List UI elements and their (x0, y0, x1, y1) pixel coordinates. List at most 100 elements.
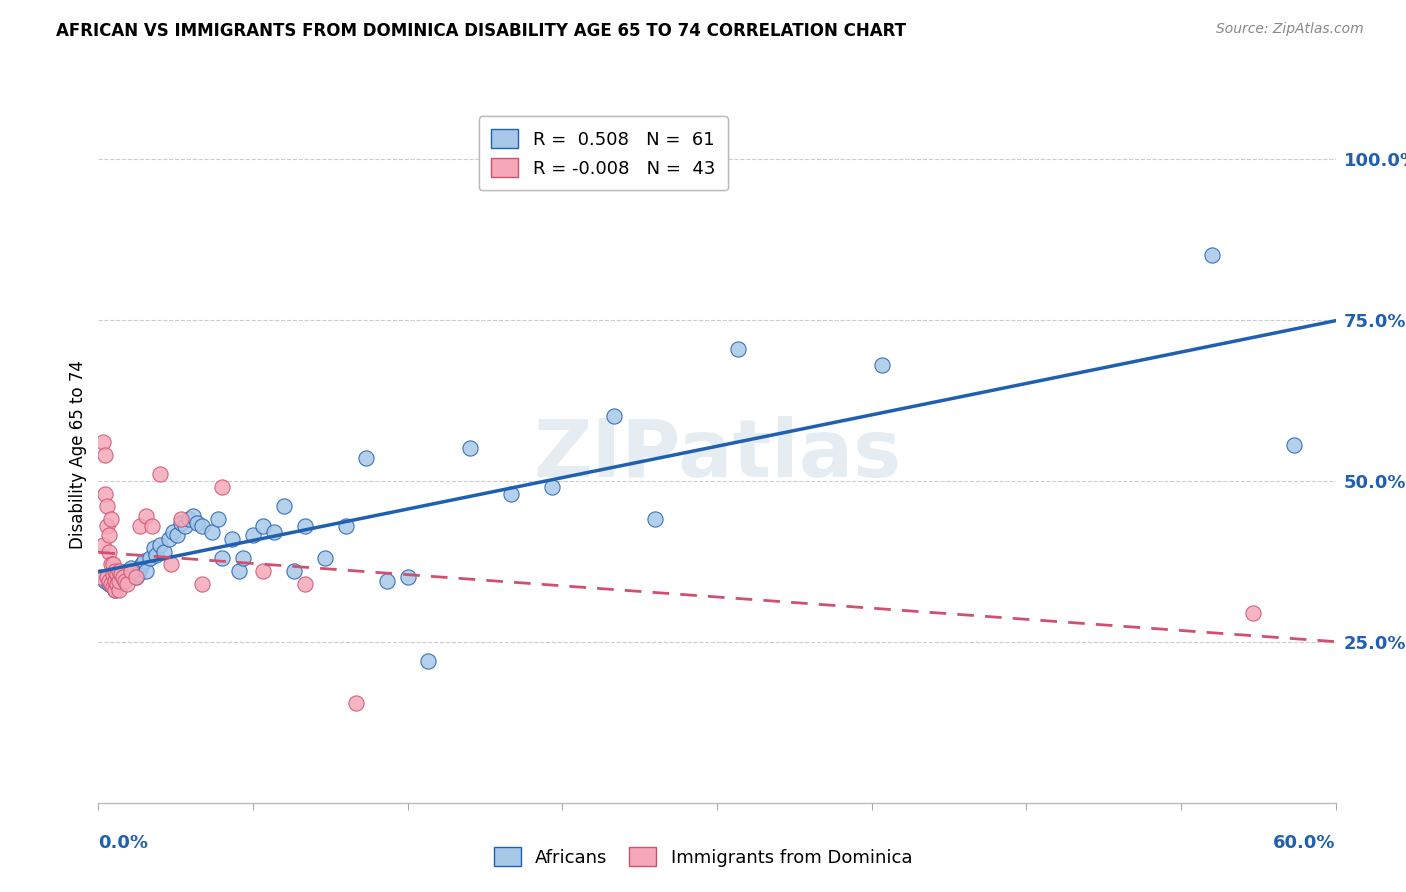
Point (166, 528, 188, 542)
Point (93, 448, 115, 462)
Point (100, 512, 122, 526)
Point (149, 467, 172, 482)
Point (418, 654, 440, 668)
Point (131, 558, 153, 572)
Point (294, 518, 316, 533)
Legend: Africans, Immigrants from Dominica: Africans, Immigrants from Dominica (486, 840, 920, 874)
Point (117, 576, 139, 591)
Point (128, 518, 150, 533)
Point (201, 525, 224, 540)
Y-axis label: Disability Age 65 to 74: Disability Age 65 to 74 (69, 360, 87, 549)
Point (252, 564, 274, 578)
Point (186, 516, 208, 530)
Text: AFRICAN VS IMMIGRANTS FROM DOMINICA DISABILITY AGE 65 TO 74 CORRELATION CHART: AFRICAN VS IMMIGRANTS FROM DOMINICA DISA… (56, 22, 907, 40)
Point (108, 574, 131, 588)
Point (112, 574, 135, 588)
Point (211, 551, 233, 566)
Point (97, 576, 120, 591)
Point (190, 518, 212, 533)
Point (105, 576, 128, 591)
Point (179, 512, 201, 526)
Point (101, 580, 124, 594)
Point (104, 574, 127, 588)
Point (174, 518, 197, 533)
Point (727, 342, 749, 356)
Point (104, 583, 127, 598)
Point (93, 486, 115, 500)
Point (96, 570, 118, 584)
Point (541, 480, 564, 494)
Point (124, 570, 146, 584)
Point (93, 574, 115, 588)
Point (603, 409, 626, 424)
Point (105, 567, 128, 582)
Point (141, 518, 163, 533)
Point (1284, 438, 1306, 452)
Point (91, 435, 114, 450)
Point (135, 509, 157, 524)
Point (221, 532, 243, 546)
Point (108, 564, 131, 578)
Text: ZIPatlas: ZIPatlas (533, 416, 901, 494)
Point (120, 564, 142, 578)
Point (135, 564, 157, 578)
Point (344, 696, 367, 710)
Point (263, 525, 285, 540)
Point (375, 574, 398, 588)
Point (97, 528, 120, 542)
Point (108, 570, 131, 584)
Point (273, 500, 295, 514)
Point (132, 554, 155, 568)
Point (114, 574, 136, 588)
Point (335, 518, 357, 533)
Point (211, 480, 233, 494)
Point (104, 564, 127, 578)
Point (104, 583, 127, 598)
Point (228, 564, 250, 578)
Point (89, 570, 111, 584)
Point (91, 538, 114, 552)
Point (153, 544, 176, 558)
Point (159, 558, 181, 572)
Point (145, 548, 167, 562)
Text: 60.0%: 60.0% (1274, 834, 1336, 852)
Point (112, 570, 135, 584)
Text: 0.0%: 0.0% (98, 834, 149, 852)
Point (870, 358, 893, 372)
Point (157, 532, 180, 546)
Point (96, 500, 118, 514)
Point (458, 442, 481, 456)
Point (105, 576, 128, 591)
Legend: R =  0.508   N =  61, R = -0.008   N =  43: R = 0.508 N = 61, R = -0.008 N = 43 (478, 116, 728, 190)
Point (314, 551, 336, 566)
Point (110, 567, 132, 582)
Point (100, 576, 122, 591)
Point (162, 525, 184, 540)
Point (143, 541, 166, 556)
Point (101, 567, 124, 582)
Point (114, 570, 136, 584)
Point (97, 544, 120, 558)
Point (149, 538, 172, 552)
Point (124, 570, 146, 584)
Point (128, 560, 150, 574)
Point (122, 564, 145, 578)
Point (110, 567, 132, 582)
Text: Source: ZipAtlas.com: Source: ZipAtlas.com (1216, 22, 1364, 37)
Point (396, 570, 419, 584)
Point (242, 528, 264, 542)
Point (96, 518, 118, 533)
Point (101, 567, 124, 582)
Point (139, 551, 162, 566)
Point (232, 551, 254, 566)
Point (97, 574, 120, 588)
Point (190, 576, 212, 591)
Point (170, 512, 193, 526)
Point (127, 567, 149, 582)
Point (1201, 248, 1223, 262)
Point (118, 567, 141, 582)
Point (644, 512, 666, 526)
Point (117, 564, 139, 578)
Point (283, 564, 305, 578)
Point (100, 570, 122, 584)
